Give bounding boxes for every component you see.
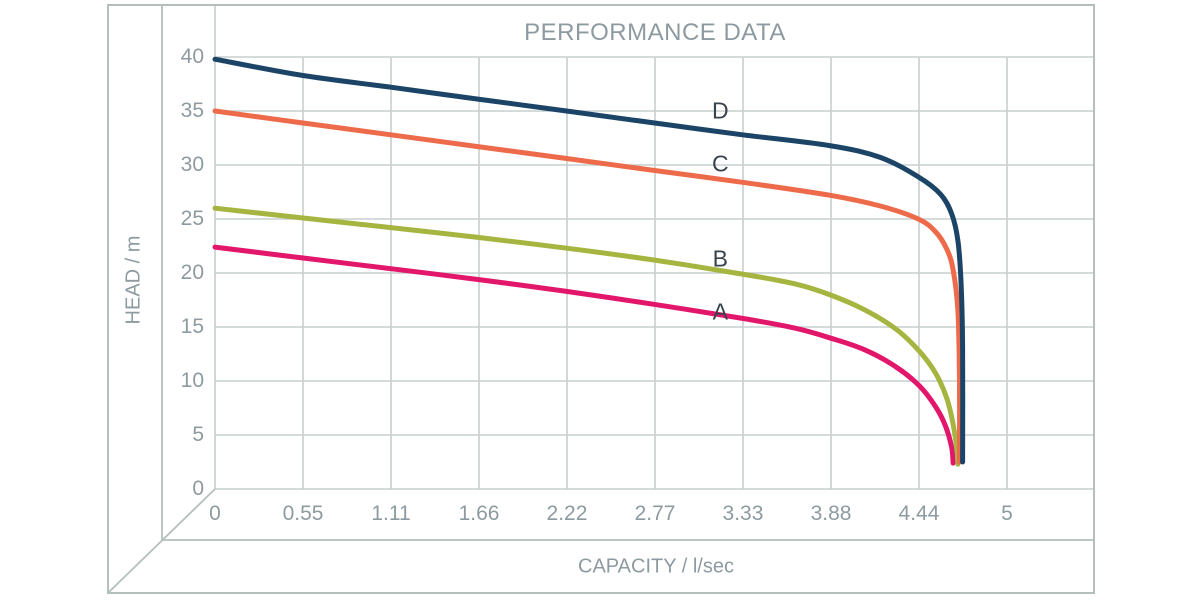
curve-label-b: B xyxy=(712,245,728,272)
y-tick-label: 25 xyxy=(180,207,204,230)
y-tick-label: 15 xyxy=(180,315,204,338)
curve-c xyxy=(212,108,963,465)
x-tick-label: 0 xyxy=(209,502,221,525)
x-tick-label: 4.44 xyxy=(898,502,940,525)
outer-frame xyxy=(107,4,1095,594)
y-tick-label: 10 xyxy=(180,369,204,392)
chart-title: PERFORMANCE DATA xyxy=(524,19,786,46)
x-tick-label: 5 xyxy=(1001,502,1013,525)
y-tick-label: 35 xyxy=(180,99,204,122)
x-tick-label: 2.22 xyxy=(546,502,588,525)
x-axis-label: CAPACITY / l/sec xyxy=(578,555,734,578)
curve-label-c: C xyxy=(711,150,729,177)
curve-b xyxy=(212,205,961,467)
curve-a xyxy=(212,244,956,466)
y-tick-label: 30 xyxy=(180,153,204,176)
y-tick-label: 20 xyxy=(180,261,204,284)
x-tick-label: 1.66 xyxy=(458,502,500,525)
y-axis-label: HEAD / m xyxy=(122,235,145,325)
perspective-diagonal xyxy=(108,488,216,593)
curve-d xyxy=(212,56,966,465)
x-tick-label: 3.88 xyxy=(810,502,852,525)
y-tick-label: 40 xyxy=(180,45,204,68)
y-tick-label: 5 xyxy=(192,423,204,446)
x-tick-label: 2.77 xyxy=(634,502,676,525)
x-tick-label: 0.55 xyxy=(282,502,324,525)
curve-label-d: D xyxy=(711,97,729,124)
y-tick-label: 0 xyxy=(192,477,204,500)
curve-label-a: A xyxy=(712,298,728,325)
x-tick-label: 3.33 xyxy=(722,502,764,525)
x-tick-label: 1.11 xyxy=(371,502,411,525)
